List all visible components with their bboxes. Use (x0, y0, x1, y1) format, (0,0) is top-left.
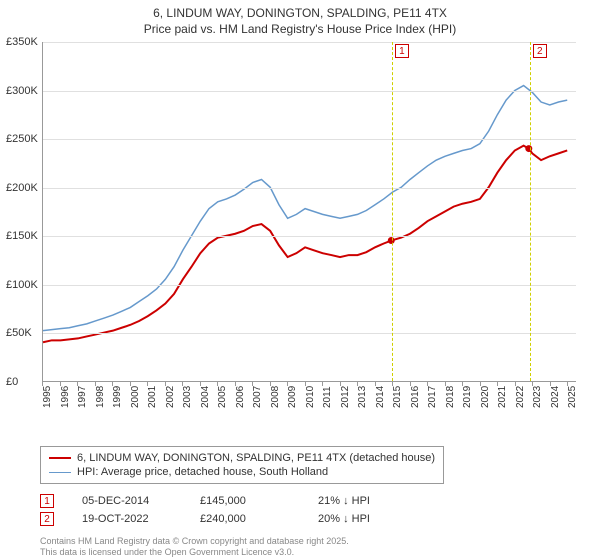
gridline-h (43, 42, 576, 43)
y-tick-label: £100K (6, 279, 40, 291)
sale-row-marker: 1 (40, 494, 54, 508)
x-tick-mark (182, 382, 183, 386)
sale-marker-box: 2 (533, 44, 547, 58)
legend-label: 6, LINDUM WAY, DONINGTON, SPALDING, PE11… (77, 452, 435, 464)
legend-row: 6, LINDUM WAY, DONINGTON, SPALDING, PE11… (49, 451, 435, 465)
y-tick-label: £0 (6, 376, 40, 388)
x-tick-mark (60, 382, 61, 386)
x-tick-mark (410, 382, 411, 386)
x-tick-mark (532, 382, 533, 386)
sale-row-price: £240,000 (200, 513, 290, 525)
legend: 6, LINDUM WAY, DONINGTON, SPALDING, PE11… (40, 446, 444, 484)
chart-title: 6, LINDUM WAY, DONINGTON, SPALDING, PE11… (0, 0, 600, 37)
y-tick-label: £250K (6, 133, 40, 145)
x-tick-mark (147, 382, 148, 386)
gridline-h (43, 236, 576, 237)
y-tick-label: £300K (6, 85, 40, 97)
x-tick-mark (427, 382, 428, 386)
sale-row: 2 19-OCT-2022 £240,000 20% ↓ HPI (40, 510, 408, 528)
x-tick-mark (252, 382, 253, 386)
x-tick-mark (217, 382, 218, 386)
sale-marker-line (530, 42, 531, 381)
sale-marker-line (392, 42, 393, 381)
x-tick-mark (497, 382, 498, 386)
x-tick-mark (165, 382, 166, 386)
x-tick-mark (567, 382, 568, 386)
sale-row-delta: 20% ↓ HPI (318, 513, 408, 525)
legend-row: HPI: Average price, detached house, Sout… (49, 465, 435, 479)
x-tick-mark (287, 382, 288, 386)
footer-attribution: Contains HM Land Registry data © Crown c… (40, 536, 349, 558)
title-line-2: Price paid vs. HM Land Registry's House … (0, 22, 600, 38)
x-tick-mark (340, 382, 341, 386)
x-tick-mark (480, 382, 481, 386)
gridline-h (43, 333, 576, 334)
plot-area: 12 (42, 42, 576, 382)
chart-svg (43, 42, 576, 381)
footer-line-1: Contains HM Land Registry data © Crown c… (40, 536, 349, 547)
x-tick-mark (392, 382, 393, 386)
x-tick-mark (305, 382, 306, 386)
x-tick-mark (462, 382, 463, 386)
chart-area: £0£50K£100K£150K£200K£250K£300K£350K 12 … (6, 42, 576, 412)
sale-row-delta: 21% ↓ HPI (318, 495, 408, 507)
x-tick-mark (235, 382, 236, 386)
series-property_price (43, 146, 567, 343)
sale-marker-box: 1 (395, 44, 409, 58)
legend-swatch (49, 472, 71, 473)
x-tick-mark (515, 382, 516, 386)
y-tick-label: £200K (6, 182, 40, 194)
gridline-h (43, 188, 576, 189)
x-tick-label: 2025 (567, 386, 591, 408)
sale-row-price: £145,000 (200, 495, 290, 507)
sale-row-date: 05-DEC-2014 (82, 495, 172, 507)
x-tick-mark (445, 382, 446, 386)
x-tick-mark (550, 382, 551, 386)
x-tick-mark (357, 382, 358, 386)
y-tick-label: £50K (6, 327, 40, 339)
y-tick-label: £350K (6, 36, 40, 48)
chart-container: 6, LINDUM WAY, DONINGTON, SPALDING, PE11… (0, 0, 600, 560)
x-tick-mark (77, 382, 78, 386)
sale-row: 1 05-DEC-2014 £145,000 21% ↓ HPI (40, 492, 408, 510)
title-line-1: 6, LINDUM WAY, DONINGTON, SPALDING, PE11… (0, 6, 600, 22)
sales-table: 1 05-DEC-2014 £145,000 21% ↓ HPI 2 19-OCT-202… (40, 492, 408, 528)
x-tick-mark (200, 382, 201, 386)
sale-row-marker: 2 (40, 512, 54, 526)
x-tick-mark (270, 382, 271, 386)
gridline-h (43, 91, 576, 92)
legend-swatch (49, 457, 71, 459)
x-tick-mark (130, 382, 131, 386)
gridline-h (43, 285, 576, 286)
y-tick-label: £150K (6, 230, 40, 242)
sale-row-date: 19-OCT-2022 (82, 513, 172, 525)
x-tick-mark (112, 382, 113, 386)
legend-label: HPI: Average price, detached house, Sout… (77, 466, 328, 478)
x-tick-mark (42, 382, 43, 386)
series-hpi (43, 86, 567, 331)
gridline-h (43, 139, 576, 140)
x-tick-mark (375, 382, 376, 386)
footer-line-2: This data is licensed under the Open Gov… (40, 547, 349, 558)
x-tick-mark (95, 382, 96, 386)
x-tick-mark (322, 382, 323, 386)
